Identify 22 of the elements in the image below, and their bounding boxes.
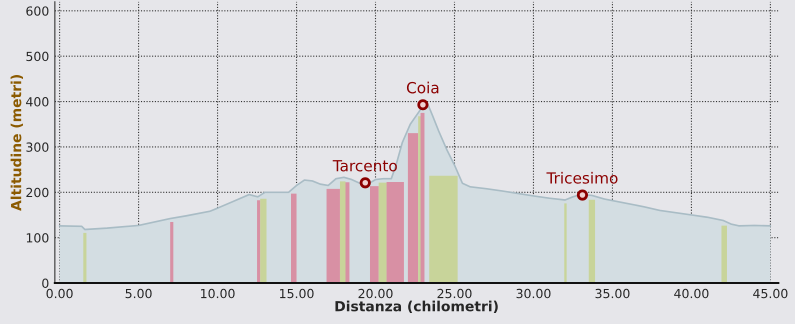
x-tick-label: 10.00 [201, 288, 235, 298]
y-tick-label: 300 [26, 142, 48, 152]
y-tick-label: 400 [26, 97, 48, 106]
y-tick-label: 500 [26, 52, 48, 62]
x-tick-label: 30.00 [516, 288, 551, 298]
x-tick-label: 20.00 [358, 288, 393, 298]
x-axis-title: Distanza (chilometri) [335, 300, 498, 314]
x-tick-label: 0.00 [46, 288, 73, 298]
y-tick-label: 200 [26, 188, 48, 198]
x-tick-label: 5.00 [126, 288, 152, 298]
x-tick-label: 45.00 [753, 288, 788, 298]
annotation: Tarcento [332, 160, 397, 172]
annotation: Tricesimo [546, 172, 618, 184]
y-tick-label: 0 [42, 278, 48, 288]
y-tick-label: 100 [26, 233, 48, 243]
y-axis-title: Altitudine (metri) [10, 75, 23, 211]
x-tick-label: 40.00 [674, 288, 708, 298]
x-tick-label: 25.00 [438, 288, 472, 298]
y-tick-label: 600 [26, 6, 48, 16]
annotation: Coia [406, 82, 438, 94]
x-tick-label: 35.00 [596, 288, 630, 298]
x-tick-label: 15.00 [280, 288, 314, 298]
